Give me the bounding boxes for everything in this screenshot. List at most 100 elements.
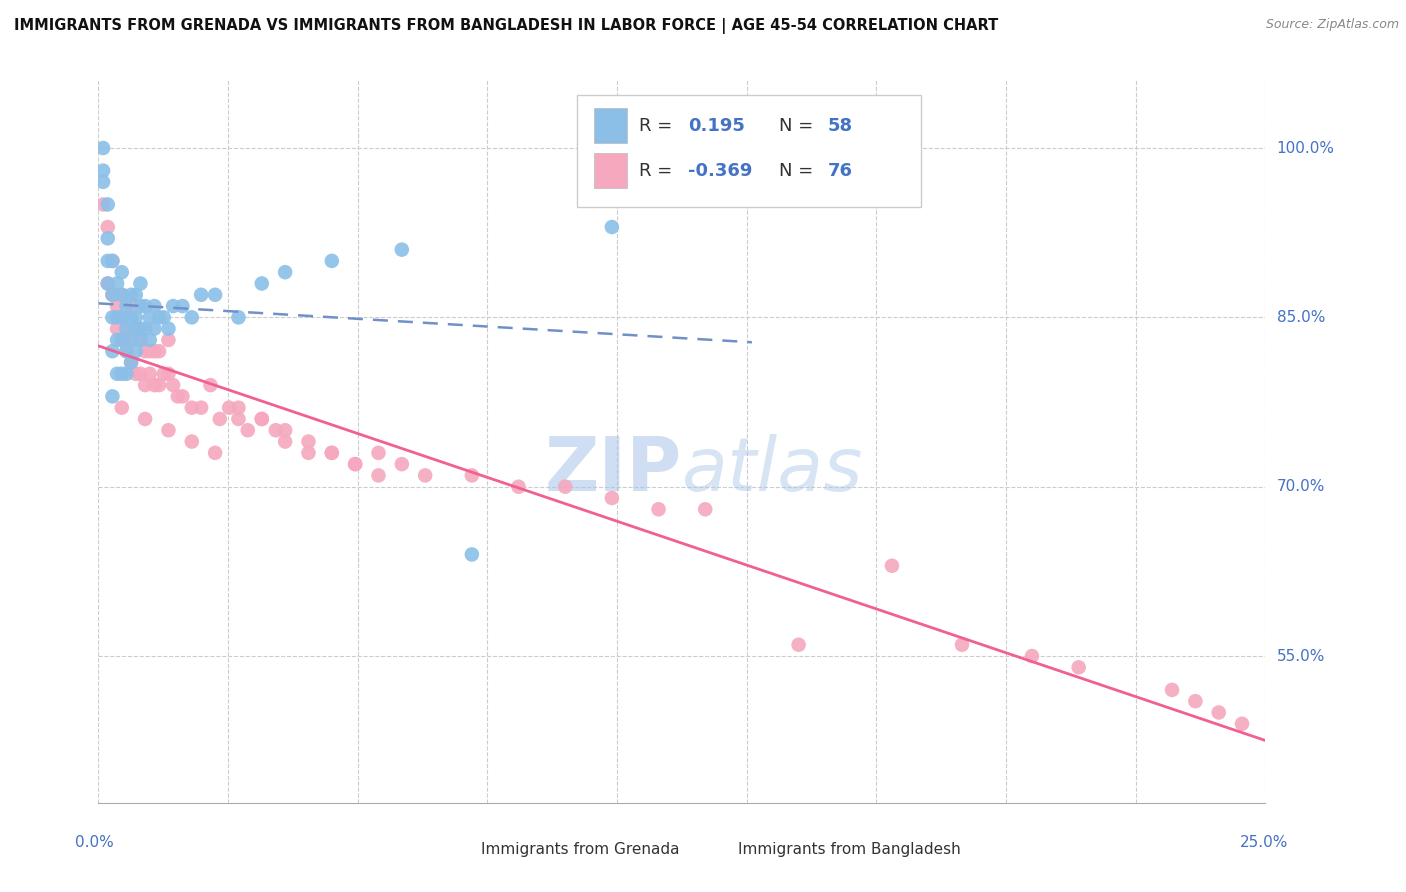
Point — [125, 367, 148, 381]
Text: 58: 58 — [828, 117, 853, 135]
Point — [180, 310, 202, 325]
Point — [148, 378, 170, 392]
Point — [157, 423, 180, 437]
Point — [264, 423, 287, 437]
Point — [139, 333, 162, 347]
Point — [111, 310, 134, 325]
Text: 76: 76 — [828, 161, 853, 179]
Point — [97, 231, 120, 245]
Text: atlas: atlas — [682, 434, 863, 507]
Point — [600, 491, 623, 505]
Point — [97, 220, 120, 235]
Point — [367, 468, 389, 483]
Point — [250, 412, 273, 426]
Point — [1184, 694, 1206, 708]
Point — [115, 299, 138, 313]
Point — [105, 310, 128, 325]
Point — [129, 277, 152, 291]
Point — [120, 355, 142, 369]
Point — [297, 434, 319, 449]
Point — [111, 333, 134, 347]
Point — [344, 457, 367, 471]
Point — [157, 333, 180, 347]
Point — [125, 310, 148, 325]
Point — [1230, 716, 1253, 731]
Point — [180, 434, 202, 449]
Text: 55.0%: 55.0% — [1277, 648, 1324, 664]
Point — [880, 558, 903, 573]
Point — [143, 299, 166, 313]
Point — [391, 457, 413, 471]
Point — [600, 220, 623, 235]
Point — [91, 163, 114, 178]
Point — [125, 287, 148, 301]
FancyBboxPatch shape — [576, 95, 921, 207]
Point — [115, 344, 138, 359]
Point — [115, 321, 138, 335]
Point — [134, 344, 156, 359]
Point — [97, 197, 120, 211]
Point — [200, 378, 222, 392]
Text: 85.0%: 85.0% — [1277, 310, 1324, 325]
Point — [950, 638, 973, 652]
Point — [105, 299, 128, 313]
Point — [139, 344, 162, 359]
Point — [129, 299, 152, 313]
Point — [105, 321, 128, 335]
Point — [391, 243, 413, 257]
Point — [120, 333, 142, 347]
Point — [554, 480, 576, 494]
Text: 0.195: 0.195 — [688, 117, 745, 135]
Text: N =: N = — [779, 161, 818, 179]
Point — [162, 378, 184, 392]
Point — [97, 277, 120, 291]
Point — [120, 299, 142, 313]
Point — [461, 468, 484, 483]
Point — [101, 253, 124, 268]
Point — [1021, 648, 1043, 663]
Point — [148, 344, 170, 359]
Point — [101, 287, 124, 301]
Point — [250, 412, 273, 426]
Point — [204, 446, 226, 460]
Point — [111, 401, 134, 415]
Point — [180, 401, 202, 415]
Point — [321, 253, 343, 268]
Point — [228, 310, 250, 325]
Point — [172, 299, 194, 313]
Text: ZIP: ZIP — [544, 434, 682, 507]
Point — [1161, 682, 1184, 697]
Text: R =: R = — [638, 161, 678, 179]
Point — [344, 457, 367, 471]
Point — [321, 446, 343, 460]
Point — [101, 310, 124, 325]
Point — [274, 265, 297, 279]
Point — [157, 367, 180, 381]
Point — [172, 389, 194, 403]
Point — [129, 321, 152, 335]
Text: 0.0%: 0.0% — [75, 835, 114, 850]
Point — [152, 367, 174, 381]
Point — [115, 344, 138, 359]
Point — [120, 355, 142, 369]
Point — [115, 367, 138, 381]
Text: Immigrants from Grenada: Immigrants from Grenada — [481, 842, 679, 857]
Point — [228, 412, 250, 426]
Bar — [595, 153, 627, 188]
Point — [695, 502, 717, 516]
Text: N =: N = — [779, 117, 818, 135]
Point — [218, 401, 240, 415]
Point — [1208, 706, 1230, 720]
Point — [129, 367, 152, 381]
Point — [91, 197, 114, 211]
Point — [204, 287, 226, 301]
Point — [97, 253, 120, 268]
Text: 25.0%: 25.0% — [1240, 835, 1289, 850]
Point — [111, 287, 134, 301]
Point — [134, 412, 156, 426]
Point — [91, 141, 114, 155]
Point — [236, 423, 259, 437]
Point — [413, 468, 436, 483]
Point — [139, 367, 162, 381]
Point — [787, 638, 810, 652]
